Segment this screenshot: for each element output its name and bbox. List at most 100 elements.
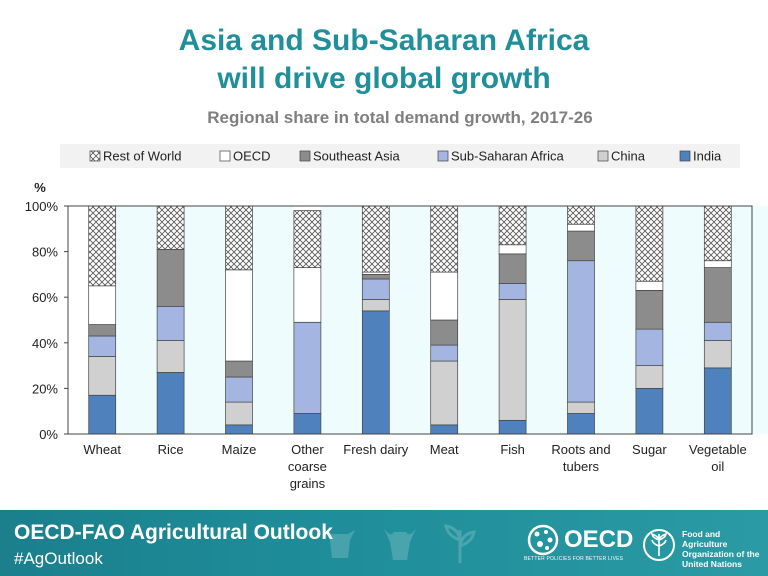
bar-segment-rest-of-world xyxy=(567,205,595,225)
x-tick-label: Maize xyxy=(222,442,257,457)
chart-title-line2: will drive global growth xyxy=(217,62,551,95)
bar-segment-southeast-asia xyxy=(703,267,732,323)
bar-segment-southeast-asia xyxy=(498,253,527,284)
chart-subtitle: Regional share in total demand growth, 2… xyxy=(207,108,593,127)
plant-icon xyxy=(444,524,476,563)
bar-segment-southeast-asia xyxy=(225,360,253,378)
bar-segment-oecd xyxy=(293,267,322,323)
legend-label-sub-saharan-africa: Sub-Saharan Africa xyxy=(451,149,565,164)
cow-icon xyxy=(325,530,355,558)
legend-swatch-china xyxy=(597,150,609,162)
bar-segment-oecd xyxy=(635,280,664,291)
y-tick-label: 40% xyxy=(32,336,58,351)
x-tick-label: Wheat xyxy=(83,442,121,457)
bar-segment-sub-saharan-africa xyxy=(567,260,595,403)
stacked-bar-chart: Rest of World OECD Southeast Asia Sub-Sahar… xyxy=(25,144,768,491)
bar-segment-sub-saharan-africa xyxy=(430,344,459,362)
plot-band xyxy=(526,206,568,434)
y-tick-label: 0% xyxy=(39,427,58,442)
bar-segment-india xyxy=(430,424,459,435)
bar-segment-sub-saharan-africa xyxy=(703,321,732,341)
x-tick-label: Fresh dairy xyxy=(343,442,409,457)
bar-segment-china xyxy=(88,356,117,396)
plot-band xyxy=(115,206,158,434)
bar-segment-oecd xyxy=(225,269,253,362)
bar-segment-rest-of-world xyxy=(635,205,664,282)
plot-band xyxy=(389,206,431,434)
bar-segment-southeast-asia xyxy=(156,248,185,307)
oecd-wordmark: OECD xyxy=(564,526,634,553)
y-tick-label: 20% xyxy=(32,381,58,396)
fao-text-line3: United Nations xyxy=(682,559,742,569)
bar-segment-china xyxy=(703,340,732,369)
bar-segment-india xyxy=(293,413,322,435)
bar-segment-southeast-asia xyxy=(361,274,390,280)
x-tick-label: Vegetable xyxy=(689,442,747,457)
bar-segment-india xyxy=(361,310,390,435)
legend-label-india: India xyxy=(693,149,722,164)
chart-title-line1: Asia and Sub-Saharan Africa xyxy=(178,24,590,57)
bar-segment-china xyxy=(567,401,595,414)
legend-background xyxy=(60,144,740,168)
bar-segment-oecd xyxy=(88,285,117,325)
bar-segment-rest-of-world xyxy=(225,205,253,271)
bar-segment-sub-saharan-africa xyxy=(635,328,664,366)
bar-segment-rest-of-world xyxy=(361,205,390,273)
bar-segment-india xyxy=(88,394,117,435)
bar-segment-southeast-asia xyxy=(635,290,664,330)
x-tick-label: grains xyxy=(290,476,326,491)
bar-segment-rest-of-world xyxy=(703,205,732,262)
legend-label-china: China xyxy=(611,149,646,164)
x-tick-label: Sugar xyxy=(632,442,667,457)
plot-band xyxy=(662,206,705,434)
legend-swatch-southeast-asia xyxy=(299,150,311,162)
fao-text-line1: Food and Agriculture xyxy=(682,529,728,549)
plot-band xyxy=(731,206,768,434)
bar-segment-india xyxy=(225,424,253,435)
bar-segment-rest-of-world xyxy=(498,205,527,246)
oecd-logo: OECD BETTER POLICIES FOR BETTER LIVES xyxy=(524,524,633,568)
y-unit-label: % xyxy=(34,180,46,195)
bar-segment-southeast-asia xyxy=(88,324,117,337)
plot-frame xyxy=(67,205,753,435)
bar-segment-china xyxy=(498,299,527,421)
fao-emblem-icon xyxy=(643,529,675,561)
bar-segment-oecd xyxy=(703,260,732,268)
bar-segment-sub-saharan-africa xyxy=(293,321,322,414)
y-tick-label: 60% xyxy=(32,290,58,305)
y-tick-label: 100% xyxy=(25,199,59,214)
bar-segment-india xyxy=(498,419,527,435)
bar-segment-china xyxy=(156,340,185,373)
plot-band xyxy=(320,206,363,434)
oecd-globe-icon xyxy=(527,524,559,556)
footer-title: OECD-FAO Agricultural Outlook xyxy=(14,521,333,544)
bar-segment-sub-saharan-africa xyxy=(498,283,527,300)
x-tick-label: coarse xyxy=(288,459,327,474)
legend-label-oecd: OECD xyxy=(233,149,271,164)
bar-segment-southeast-asia xyxy=(430,319,459,346)
x-tick-label: Rice xyxy=(158,442,184,457)
axes: 0% 20% 40% 60% 80% 100%% Wheat Rice Maize Other co… xyxy=(25,180,753,491)
bar-segment-india xyxy=(635,388,664,435)
legend-swatch-sub-saharan-africa xyxy=(437,150,449,162)
plot-band xyxy=(184,206,226,434)
bar-segment-india xyxy=(567,413,595,435)
x-tick-label: Roots and xyxy=(551,442,610,457)
plot-band xyxy=(594,206,636,434)
bar-segment-china xyxy=(225,401,253,426)
bar-segment-china xyxy=(361,299,390,312)
x-tick-label: oil xyxy=(711,459,724,474)
x-tick-label: Fish xyxy=(500,442,525,457)
x-tick-label: tubers xyxy=(563,459,600,474)
legend-swatch-rest-of-world xyxy=(89,150,101,162)
bar-segment-rest-of-world xyxy=(293,210,322,268)
bars xyxy=(88,205,732,435)
bar-segment-sub-saharan-africa xyxy=(225,376,253,403)
legend: Rest of World OECD Southeast Asia Sub-Sahar… xyxy=(60,144,740,168)
bar-segment-sub-saharan-africa xyxy=(88,335,117,357)
legend-swatch-india xyxy=(679,150,691,162)
oecd-tagline: BETTER POLICIES FOR BETTER LIVES xyxy=(524,556,624,562)
x-tick-label: Meat xyxy=(430,442,459,457)
bar-segment-india xyxy=(156,372,185,435)
plot-band xyxy=(252,206,294,434)
